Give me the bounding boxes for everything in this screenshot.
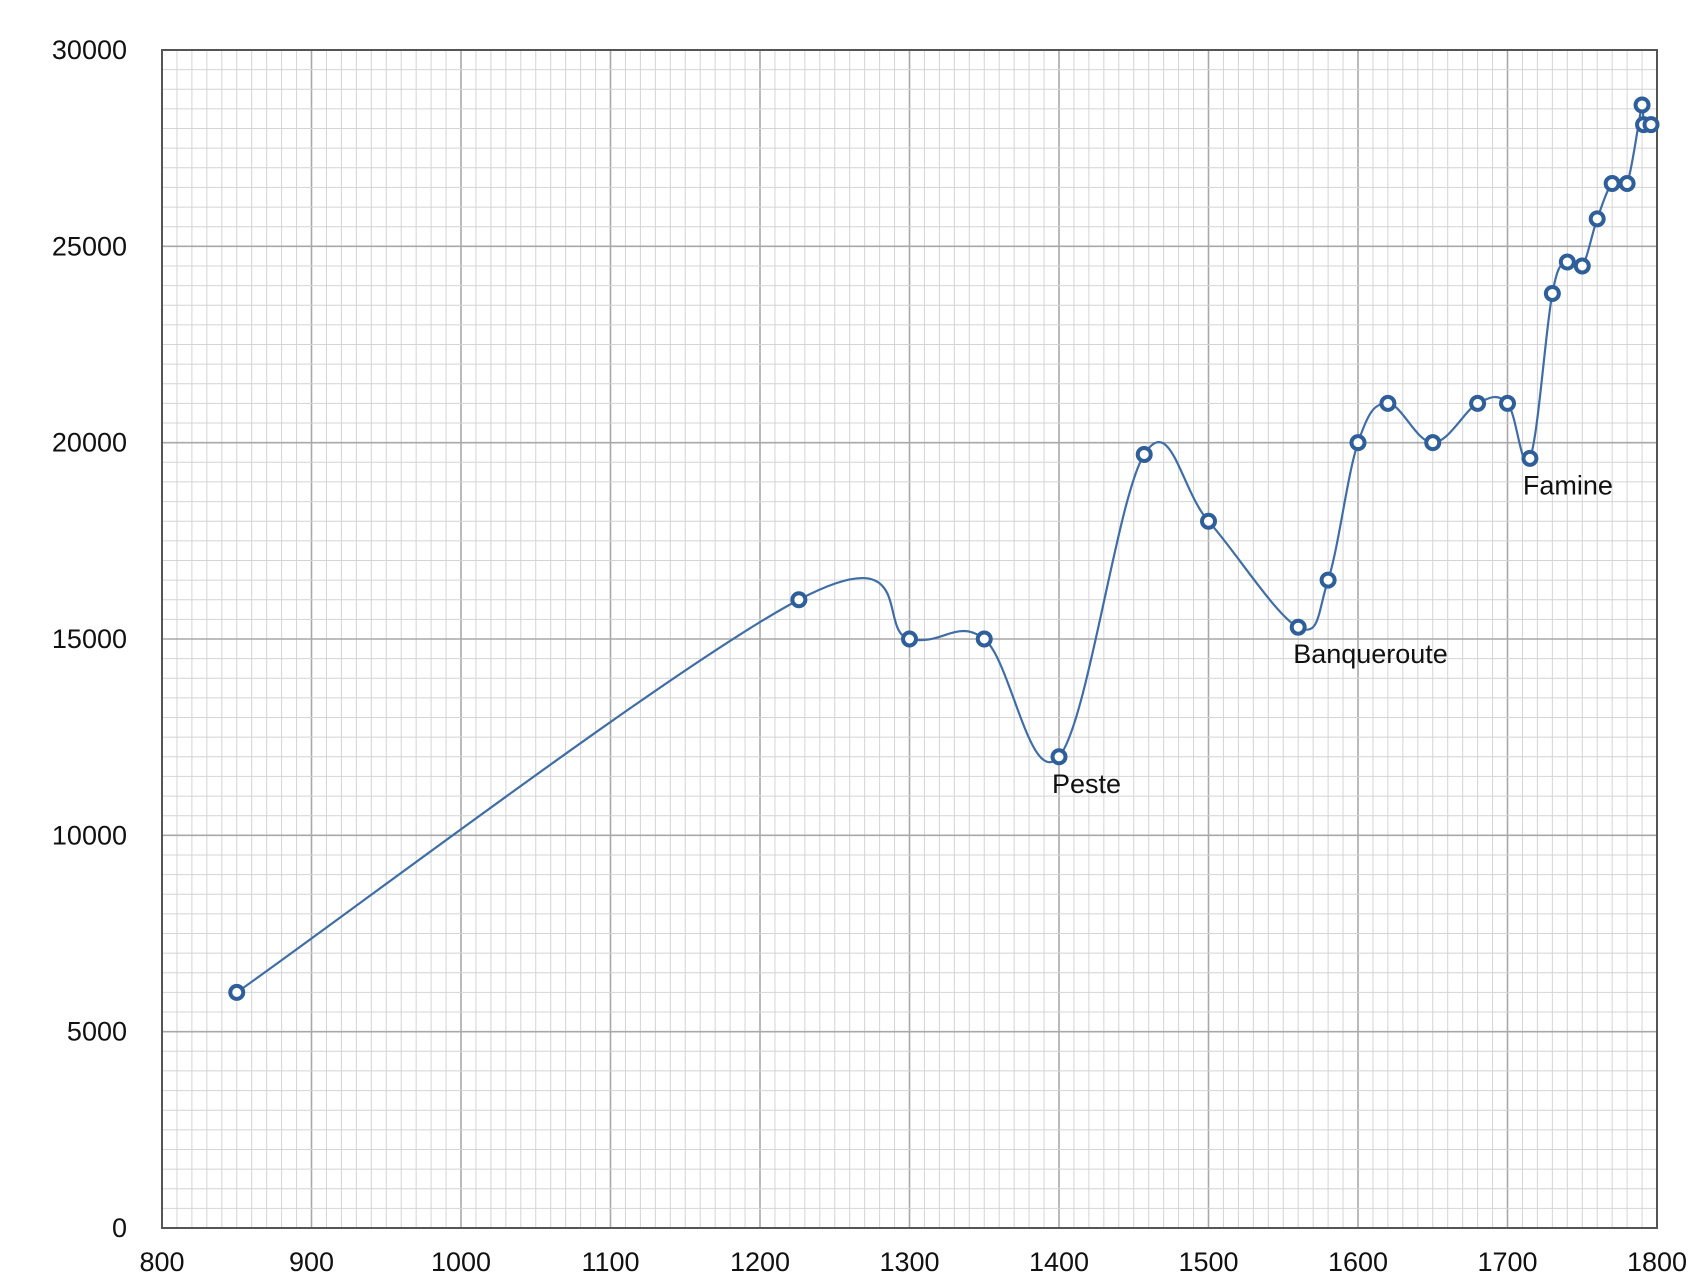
data-point — [1424, 434, 1442, 452]
y-tick-label: 10000 — [52, 820, 127, 850]
data-point — [1642, 116, 1660, 134]
data-point — [1200, 512, 1217, 530]
data-point — [1618, 175, 1636, 193]
data-point — [1558, 253, 1576, 271]
x-tick-label: 800 — [139, 1247, 184, 1277]
x-tick-label: 1800 — [1627, 1247, 1687, 1277]
data-point — [1588, 210, 1606, 228]
data-point — [1050, 748, 1068, 766]
x-tick-label: 1300 — [879, 1247, 939, 1277]
y-tick-label: 5000 — [67, 1017, 127, 1047]
markers — [228, 96, 1660, 1001]
plot-frame — [161, 49, 1658, 1229]
x-tick-label: 1000 — [431, 1247, 491, 1277]
data-point — [1289, 618, 1307, 636]
y-tick-label: 30000 — [52, 35, 127, 65]
annotation-label: Banqueroute — [1293, 639, 1448, 669]
data-point — [790, 591, 808, 609]
x-tick-label: 1200 — [730, 1247, 790, 1277]
axes: 800 900 1000 1100 1200 1300 1400 1500 1600 1700 18… — [52, 35, 1687, 1277]
x-tick-label: 1700 — [1477, 1247, 1537, 1277]
y-tick-label: 15000 — [52, 624, 127, 654]
data-point — [1573, 257, 1591, 275]
y-tick-label: 0 — [112, 1213, 127, 1243]
data-point — [1135, 445, 1153, 463]
data-point — [901, 630, 918, 648]
data-point — [1499, 394, 1516, 412]
x-tick-label: 1500 — [1178, 1247, 1238, 1277]
y-tick-label: 25000 — [52, 231, 127, 261]
data-point — [228, 983, 246, 1001]
data-point — [1379, 394, 1397, 412]
x-tick-label: 1600 — [1328, 1247, 1388, 1277]
data-point — [1603, 175, 1621, 193]
data-point — [1349, 434, 1367, 452]
annotation-label: Peste — [1052, 769, 1121, 799]
x-tick-label: 1400 — [1029, 1247, 1089, 1277]
annotation-label: Famine — [1523, 470, 1613, 500]
data-point — [1319, 571, 1337, 589]
data-point — [1469, 394, 1487, 412]
y-tick-label: 20000 — [52, 428, 127, 458]
data-point — [1521, 449, 1539, 467]
x-tick-label: 900 — [289, 1247, 334, 1277]
data-point — [975, 630, 993, 648]
annotations: Peste Banqueroute Famine — [1052, 470, 1613, 798]
x-tick-label: 1100 — [581, 1247, 639, 1277]
data-point — [1633, 96, 1651, 114]
data-point — [1543, 284, 1561, 302]
